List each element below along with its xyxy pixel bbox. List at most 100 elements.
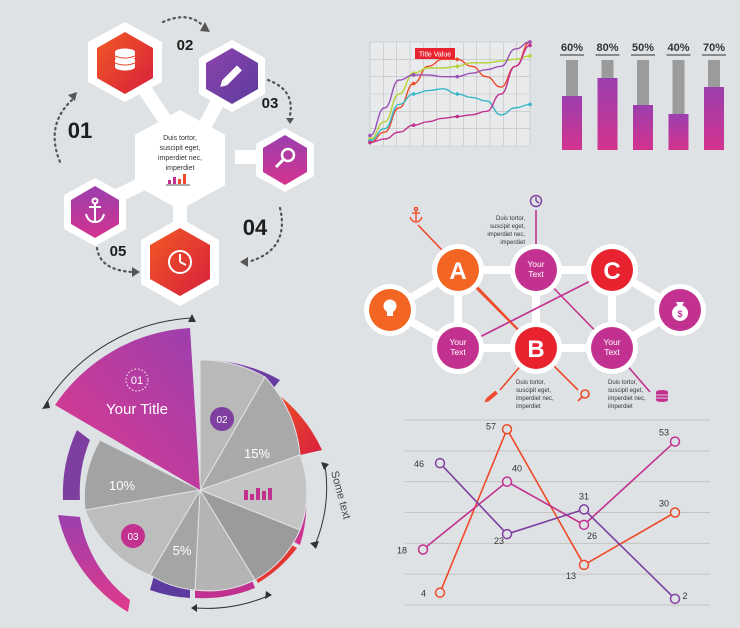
label-5: 5% <box>173 543 192 558</box>
node-b-letter: B <box>527 336 544 363</box>
caption-bottom-middle: Duis tortor, suscipit eget, imperdiet ne… <box>516 380 554 410</box>
label-15: 15% <box>244 446 270 461</box>
svg-text:imperdiet nec,: imperdiet nec, <box>608 396 646 402</box>
title-value-badge <box>415 48 455 59</box>
zigzag-point <box>501 528 513 540</box>
svg-text:imperdiet nec,: imperdiet nec, <box>516 396 554 402</box>
hex-step-pencil <box>199 40 265 112</box>
center-line-2: suscipit eget, <box>160 145 201 152</box>
svg-text:imperdiet: imperdiet <box>500 240 525 246</box>
title-number-ring <box>125 368 149 392</box>
zigzag-series-0 <box>439 427 676 593</box>
step-label-03: 03 <box>262 95 279 112</box>
series-line-4 <box>369 44 531 144</box>
series-line-1 <box>369 55 531 140</box>
zigzag-point <box>669 593 681 605</box>
node-text-right-l2: Text <box>604 347 620 357</box>
zigzag-series-1 <box>422 440 676 551</box>
badge-02-text: 02 <box>216 415 228 426</box>
badge-02 <box>210 407 234 431</box>
pencil-icon <box>220 65 242 87</box>
series-point <box>455 74 460 79</box>
series-point <box>368 133 372 138</box>
pencil-icon <box>484 390 498 403</box>
series-point <box>455 114 460 119</box>
step-label-02: 02 <box>177 37 194 54</box>
series-line-0 <box>369 41 531 144</box>
slice-10 <box>83 439 202 511</box>
zigzag-point <box>417 544 429 555</box>
money-bag-sign: $ <box>677 309 682 319</box>
money-bag-icon <box>672 302 688 321</box>
svg-text:suscipit eget,: suscipit eget, <box>516 388 551 394</box>
node-a-letter: A <box>449 258 466 285</box>
bar <box>597 78 618 150</box>
zigzag-value-label: 4 <box>421 589 426 599</box>
zigzag-point <box>434 587 446 598</box>
center-line-3: imperdiet nec, <box>158 155 202 162</box>
svg-text:imperdiet: imperdiet <box>608 404 633 410</box>
node-c: C <box>586 244 638 296</box>
step-label-01: 01 <box>68 118 92 143</box>
zigzag-point <box>578 504 590 515</box>
rim-bottom-left <box>58 515 130 612</box>
title-value-text: Title Value <box>419 52 451 59</box>
database-icon <box>115 48 135 71</box>
hex-center <box>135 110 225 210</box>
slice-title <box>55 328 200 490</box>
svg-text:suscipit eget,: suscipit eget, <box>490 224 525 230</box>
slice-chart <box>198 454 308 531</box>
svg-text:Duis tortor,: Duis tortor, <box>608 380 637 386</box>
series-point <box>528 43 532 48</box>
step-label-05: 05 <box>110 243 127 260</box>
zigzag-point <box>578 519 590 531</box>
svg-text:Duis tortor,: Duis tortor, <box>516 380 545 386</box>
zigzag-value-label: 40 <box>512 464 522 474</box>
bar <box>633 105 653 150</box>
series-point <box>411 92 416 96</box>
hex-step-database <box>88 22 162 102</box>
anchor-icon <box>85 197 105 224</box>
mini-bar-icon <box>166 174 190 186</box>
zigzag-value-label: 53 <box>659 428 669 438</box>
node-text-left: Your Text <box>432 322 484 374</box>
label-10: 10% <box>109 478 135 493</box>
series-point <box>528 102 532 107</box>
bar <box>704 87 724 150</box>
series-point <box>411 81 416 86</box>
slice-unlabeled <box>198 488 301 581</box>
bar-label: 50% <box>632 42 654 54</box>
zigzag-value-label: 30 <box>659 499 669 509</box>
series-point <box>368 140 372 145</box>
series-line-3 <box>369 88 531 142</box>
series-point <box>455 92 460 96</box>
pie-chart: 01 Your Title 02 03 15% 10% 5% Some text <box>42 314 353 612</box>
zigzag-point <box>501 424 513 435</box>
hex-cycle-diagram: Duis tortor, suscipit eget, imperdiet ne… <box>53 16 314 306</box>
node-a: A <box>432 244 484 296</box>
svg-text:Duis tortor,: Duis tortor, <box>496 216 525 222</box>
slice-15 <box>198 376 301 491</box>
caption-bottom-right: Duis tortor, suscipit eget, imperdiet ne… <box>608 380 646 410</box>
caption-top: Duis tortor, suscipit eget, imperdiet ne… <box>487 216 525 246</box>
hex-step-clock <box>141 218 219 306</box>
zigzag-point <box>669 436 681 447</box>
rim-left <box>62 430 90 500</box>
center-line-4: imperdiet <box>166 165 195 172</box>
series-point <box>411 123 416 127</box>
zigzag-value-label: 13 <box>566 571 576 581</box>
series-point <box>528 54 532 58</box>
svg-text:imperdiet nec,: imperdiet nec, <box>487 232 525 238</box>
center-line-1: Duis tortor, <box>163 135 197 142</box>
zigzag-series-2 <box>439 462 676 600</box>
zigzag-point <box>501 476 513 487</box>
pie-title: Your Title <box>106 401 168 418</box>
series-point <box>411 73 416 77</box>
lightbulb-icon <box>383 299 397 316</box>
clock-icon <box>529 194 543 208</box>
svg-text:suscipit eget,: suscipit eget, <box>608 388 643 394</box>
node-text-left-l1: Your <box>449 337 466 347</box>
magnifier-icon <box>274 147 296 169</box>
zigzag-point <box>669 507 681 518</box>
